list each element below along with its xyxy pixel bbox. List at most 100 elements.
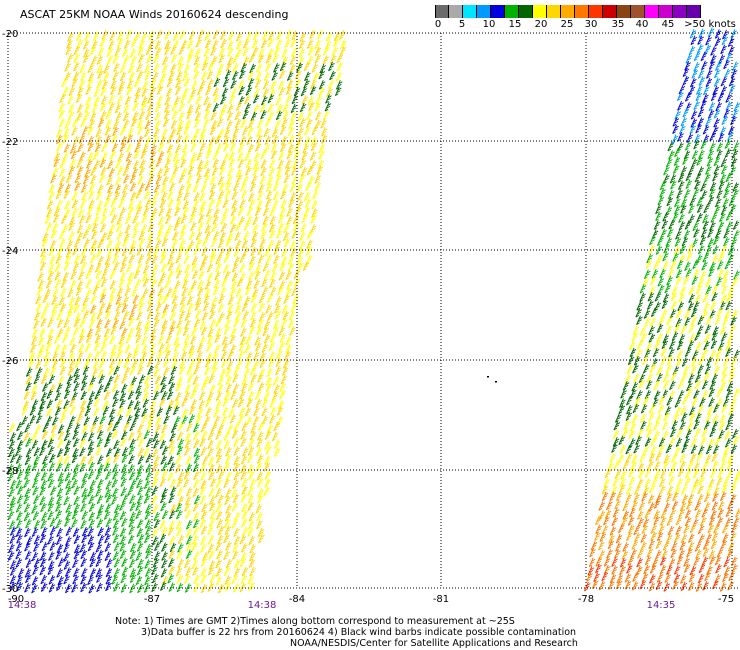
wind-barb: [307, 55, 314, 66]
wind-barb: [266, 175, 274, 186]
wind-barb: [113, 191, 121, 201]
wind-barb: [136, 494, 144, 504]
wind-barb: [110, 197, 118, 208]
wind-barb: [178, 102, 186, 112]
wind-barb: [223, 566, 231, 577]
wind-barb: [69, 397, 76, 408]
wind-barb: [193, 318, 201, 328]
wind-barb: [642, 445, 650, 456]
wind-barb: [50, 423, 58, 434]
wind-barb: [689, 77, 697, 88]
wind-barb: [62, 133, 70, 144]
wind-barb: [601, 484, 609, 495]
wind-barb: [203, 117, 210, 128]
wind-barb: [661, 339, 669, 350]
wind-barb: [72, 246, 79, 256]
wind-barb: [151, 582, 158, 593]
wind-barb: [275, 357, 283, 368]
wind-barb: [83, 359, 91, 370]
wind-barb: [254, 78, 262, 89]
wind-barb: [731, 563, 738, 574]
wind-barb: [276, 167, 283, 177]
wind-barb: [64, 583, 72, 594]
wind-barb: [224, 270, 231, 280]
wind-barb: [661, 219, 669, 230]
wind-barb: [210, 248, 217, 258]
wind-barb: [681, 494, 689, 504]
wind-barb: [77, 142, 84, 153]
wind-barb: [85, 96, 92, 106]
wind-barb: [704, 173, 711, 183]
wind-barb: [192, 375, 200, 385]
wind-barb: [133, 269, 141, 280]
wind-barb: [137, 70, 144, 80]
wind-barb: [675, 230, 682, 240]
wind-barb: [628, 475, 636, 486]
wind-barb: [218, 189, 225, 200]
wind-barb: [227, 40, 234, 50]
wind-barb: [49, 432, 56, 442]
wind-barb: [72, 558, 79, 569]
wind-barb: [48, 246, 56, 257]
wind-barb: [194, 309, 202, 319]
wind-barb: [726, 293, 733, 304]
wind-barb: [726, 468, 734, 479]
wind-barb: [132, 159, 140, 170]
wind-barb: [631, 414, 639, 424]
wind-barb: [731, 276, 739, 287]
wind-barb: [660, 347, 668, 357]
wind-barb: [232, 550, 239, 560]
wind-barb: [16, 485, 24, 495]
wind-barb: [137, 125, 144, 136]
wind-barb: [47, 472, 54, 482]
wind-barb: [80, 455, 87, 466]
wind-speed-colorbar: 0 5 10 15 20 25 30 35 40 45 >50 knots: [435, 5, 736, 32]
wind-barb: [147, 295, 155, 305]
wind-barb: [293, 149, 301, 160]
wind-barb: [56, 448, 64, 458]
wind-barb: [145, 437, 153, 448]
wind-barb: [39, 261, 47, 271]
wind-barb: [189, 213, 196, 224]
wind-barb: [646, 373, 654, 383]
wind-barb: [235, 47, 243, 58]
wind-barb: [662, 541, 670, 551]
wind-barb: [178, 184, 185, 194]
wind-barb: [202, 455, 209, 466]
wind-barb: [60, 287, 67, 297]
wind-barb: [24, 487, 31, 498]
wind-barb: [75, 31, 83, 42]
wind-barb: [85, 333, 93, 344]
wind-barb: [98, 374, 105, 384]
wind-barb: [56, 455, 64, 466]
wind-barb: [288, 198, 295, 208]
wind-barb: [47, 270, 54, 281]
wind-barb: [679, 540, 687, 551]
wind-barb: [116, 287, 124, 297]
wind-barb: [628, 429, 636, 440]
wind-barb: [138, 374, 146, 385]
wind-barb: [288, 318, 295, 329]
wind-barb: [240, 318, 248, 328]
wind-barb: [232, 479, 239, 489]
wind-barb: [663, 165, 670, 176]
wind-barb: [721, 451, 729, 462]
wind-barb: [146, 239, 154, 249]
wind-barb: [228, 408, 235, 418]
wind-barb: [191, 255, 199, 266]
wind-barb: [104, 533, 111, 544]
wind-barb: [614, 549, 621, 559]
wind-barb: [190, 398, 198, 409]
wind-barb: [220, 368, 227, 378]
wind-barb: [680, 405, 687, 416]
wind-barb: [598, 501, 606, 511]
wind-barb: [276, 229, 283, 239]
wind-barb: [264, 478, 271, 488]
wind-barb: [662, 334, 670, 344]
wind-barb: [702, 547, 710, 557]
wind-barb: [256, 191, 264, 201]
wind-barb: [58, 296, 66, 306]
wind-barb: [54, 278, 62, 289]
wind-barb: [261, 398, 269, 408]
wind-barb: [222, 263, 230, 274]
